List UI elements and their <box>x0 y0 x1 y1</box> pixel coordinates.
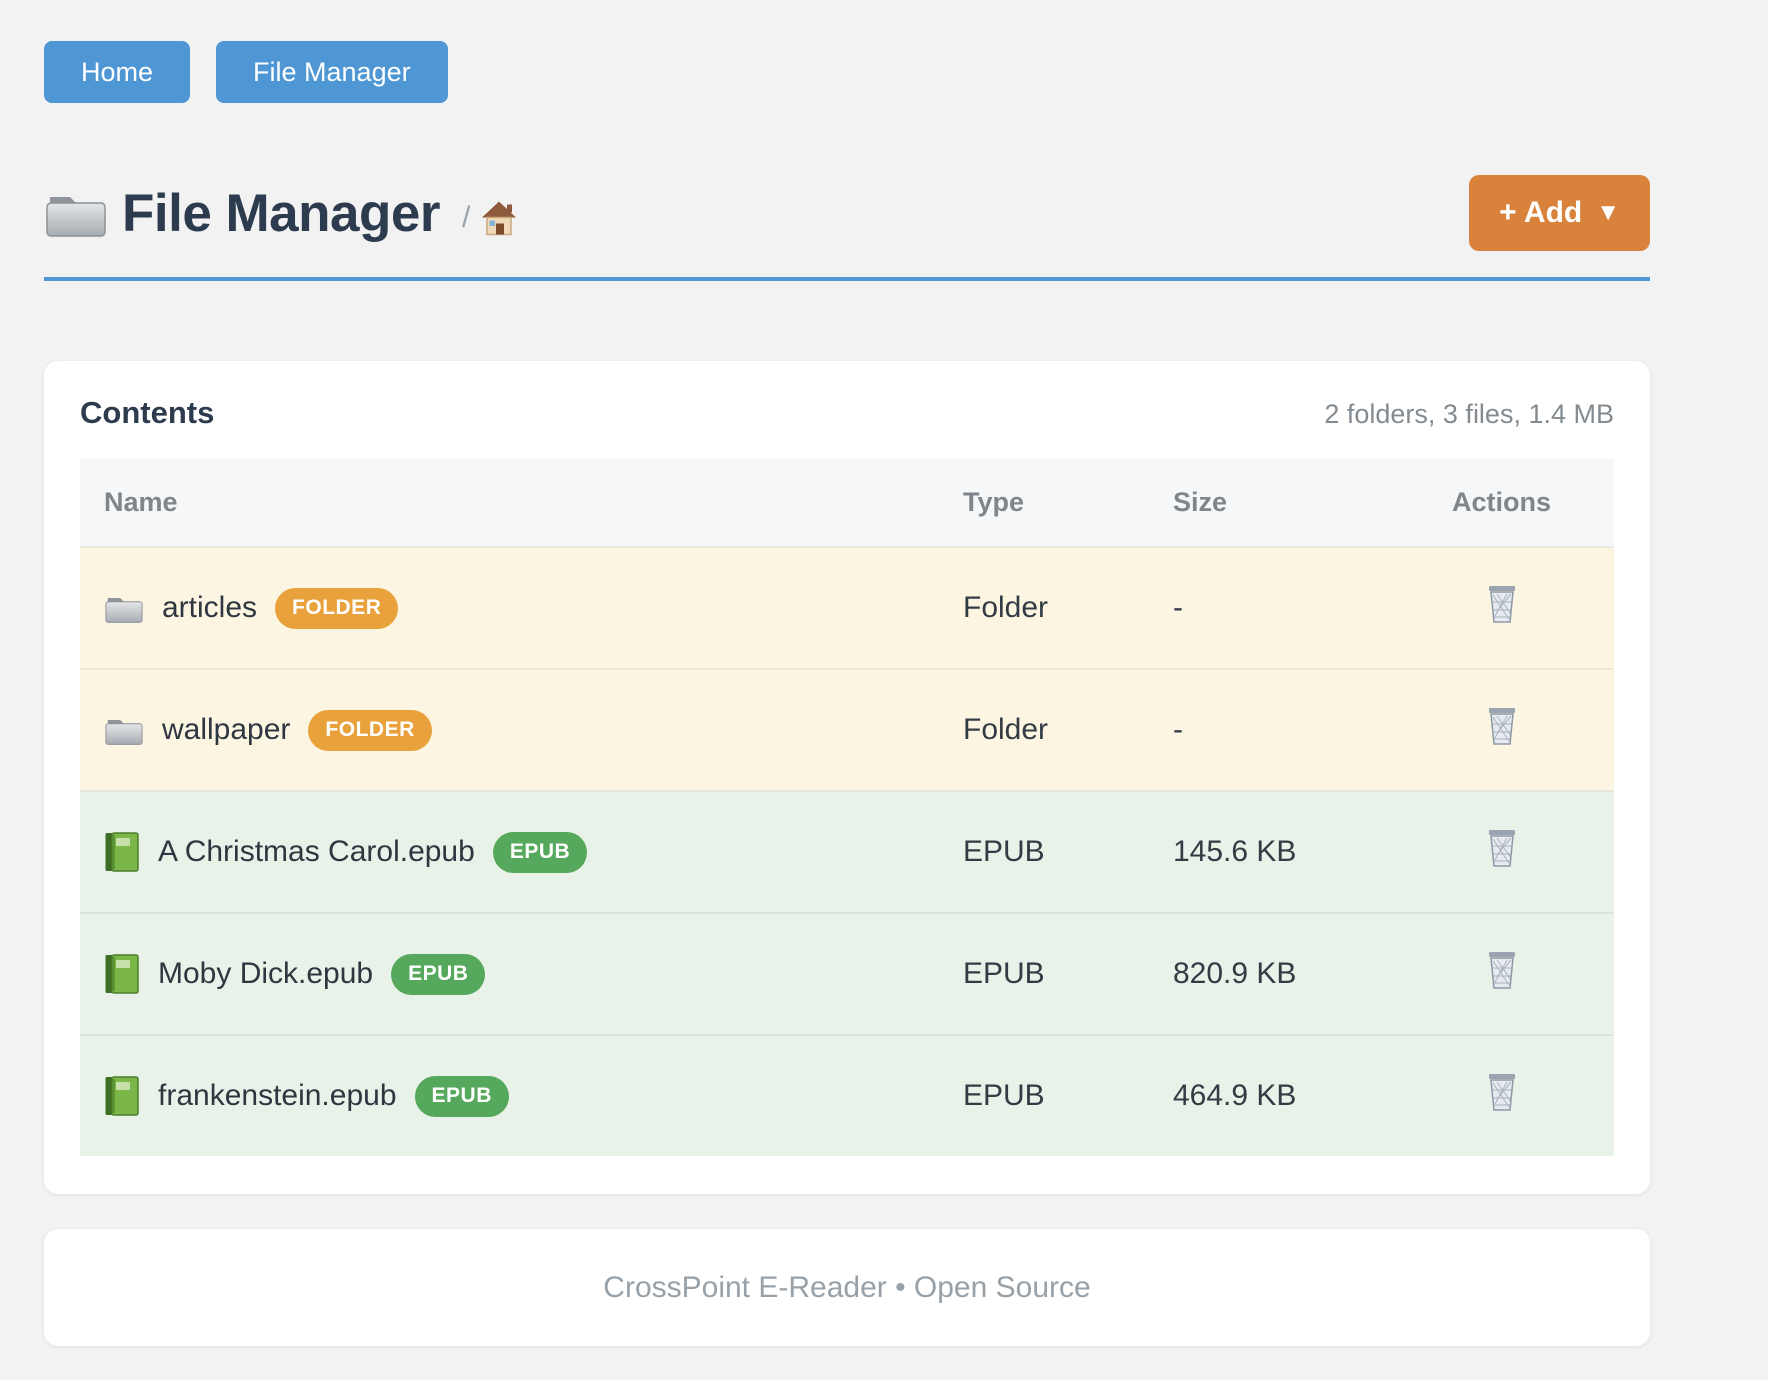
file-type-badge: EPUB <box>391 953 486 995</box>
file-size-cell: - <box>1149 668 1389 791</box>
file-type-cell: EPUB <box>939 912 1149 1035</box>
file-actions-cell <box>1389 1034 1614 1156</box>
file-actions-cell <box>1389 790 1614 913</box>
delete-button[interactable] <box>1484 828 1520 871</box>
book-icon <box>104 954 139 994</box>
file-type-cell: Folder <box>939 546 1149 669</box>
delete-button[interactable] <box>1484 584 1520 627</box>
footer-card: CrossPoint E-Reader • Open Source <box>44 1229 1650 1346</box>
file-table: Name Type Size Actions articles FOLDER Fol… <box>80 459 1614 1156</box>
delete-button[interactable] <box>1484 1072 1520 1115</box>
file-size-cell: - <box>1149 546 1389 669</box>
trash-icon <box>1487 829 1516 867</box>
column-header-name: Name <box>80 459 939 547</box>
file-name-cell: Moby Dick.epub EPUB <box>104 953 939 995</box>
trash-icon <box>1487 1073 1516 1111</box>
table-header-row: Name Type Size Actions <box>80 459 1614 547</box>
chevron-down-icon: ▼ <box>1596 199 1620 226</box>
column-header-type: Type <box>939 459 1149 547</box>
title-divider <box>44 277 1650 281</box>
book-icon <box>104 832 139 872</box>
file-size-cell: 820.9 KB <box>1149 912 1389 1035</box>
folder-icon <box>105 597 143 623</box>
table-row: wallpaper FOLDER Folder - <box>80 668 1614 791</box>
file-actions-cell <box>1389 668 1614 791</box>
file-type-cell: EPUB <box>939 790 1149 913</box>
table-row: articles FOLDER Folder - <box>80 546 1614 669</box>
file-actions-cell <box>1389 912 1614 1035</box>
trash-icon <box>1487 585 1516 623</box>
file-manager-button[interactable]: File Manager <box>216 41 448 103</box>
footer-text: CrossPoint E-Reader • Open Source <box>603 1270 1091 1304</box>
column-header-size: Size <box>1149 459 1389 547</box>
file-name-link[interactable]: articles <box>162 591 258 624</box>
table-row: A Christmas Carol.epub EPUB EPUB 145.6 KB <box>80 790 1614 913</box>
file-name-cell: articles FOLDER <box>104 587 939 629</box>
folder-icon <box>105 719 143 745</box>
file-table-body: articles FOLDER Folder - wallpaper FOLDER Fold… <box>80 546 1614 1156</box>
add-button[interactable]: + Add ▼ <box>1469 175 1650 251</box>
file-type-badge: FOLDER <box>308 709 432 751</box>
file-type-cell: Folder <box>939 668 1149 791</box>
file-name-link[interactable]: wallpaper <box>162 713 291 746</box>
delete-button[interactable] <box>1484 950 1520 993</box>
trash-icon <box>1487 707 1516 745</box>
breadcrumb-separator: / <box>461 201 471 234</box>
file-name-cell: A Christmas Carol.epub EPUB <box>104 831 939 873</box>
page-container: Home File Manager File Manager / + Add ▼… <box>44 0 1650 1346</box>
delete-button[interactable] <box>1484 706 1520 749</box>
table-row: frankenstein.epub EPUB EPUB 464.9 KB <box>80 1034 1614 1156</box>
book-icon <box>104 1076 139 1116</box>
page-header: File Manager / + Add ▼ <box>44 175 1650 251</box>
file-size-cell: 145.6 KB <box>1149 790 1389 913</box>
add-button-label: + Add <box>1499 196 1583 229</box>
file-name-link[interactable]: A Christmas Carol.epub <box>158 835 475 868</box>
house-icon[interactable] <box>480 200 518 236</box>
table-row: Moby Dick.epub EPUB EPUB 820.9 KB <box>80 912 1614 1035</box>
column-header-actions: Actions <box>1389 459 1614 547</box>
contents-card: Contents 2 folders, 3 files, 1.4 MB Name… <box>44 361 1650 1194</box>
home-button[interactable]: Home <box>44 41 191 103</box>
file-type-cell: EPUB <box>939 1034 1149 1156</box>
file-type-badge: EPUB <box>414 1075 509 1117</box>
file-type-badge: FOLDER <box>275 587 399 629</box>
file-name-link[interactable]: frankenstein.epub <box>158 1079 397 1112</box>
folder-icon <box>46 196 106 237</box>
file-type-badge: EPUB <box>492 831 588 873</box>
file-name-link[interactable]: Moby Dick.epub <box>158 957 374 990</box>
contents-header: Contents 2 folders, 3 files, 1.4 MB <box>80 395 1614 431</box>
trash-icon <box>1487 951 1516 989</box>
file-size-cell: 464.9 KB <box>1149 1034 1389 1156</box>
contents-summary: 2 folders, 3 files, 1.4 MB <box>1324 399 1614 429</box>
top-nav: Home File Manager <box>44 0 1650 103</box>
file-name-cell: wallpaper FOLDER <box>104 709 939 751</box>
page-title: File Manager <box>122 183 440 243</box>
file-name-cell: frankenstein.epub EPUB <box>104 1075 939 1117</box>
contents-title: Contents <box>80 395 215 430</box>
file-actions-cell <box>1389 546 1614 669</box>
